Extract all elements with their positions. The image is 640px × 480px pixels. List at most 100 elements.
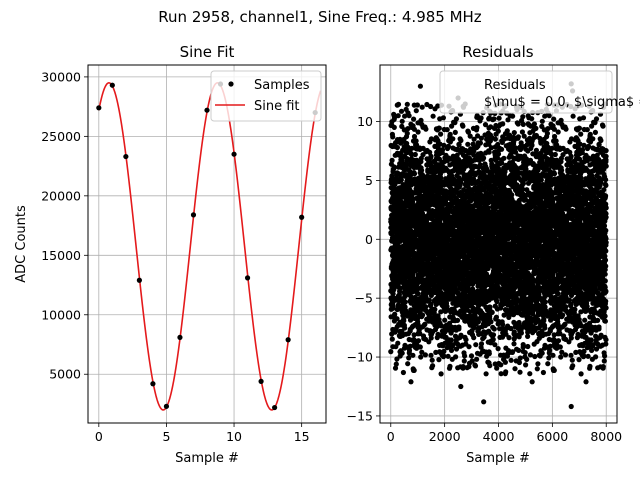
residual-point (437, 141, 443, 147)
residual-point (444, 127, 450, 133)
residual-point (415, 291, 421, 297)
residual-point (413, 138, 419, 144)
residual-point (440, 115, 446, 121)
residual-point (424, 290, 430, 296)
residual-point (516, 359, 523, 366)
residual-point (419, 349, 425, 355)
residual-point (478, 341, 485, 347)
residual-point (406, 113, 412, 119)
residual-point (395, 101, 402, 107)
residual-point (495, 151, 502, 157)
residual-point (458, 137, 464, 144)
residual-point (517, 369, 523, 375)
x-tick-label: 10 (226, 429, 242, 444)
residual-point (493, 314, 499, 320)
residual-point (404, 130, 410, 136)
y-tick-label: 30000 (41, 69, 81, 84)
x-tick-label: 5 (162, 429, 170, 444)
residual-point (460, 123, 466, 129)
residual-point (405, 361, 411, 367)
sample-point (163, 403, 170, 409)
residual-point (428, 103, 434, 110)
residual-point (392, 365, 399, 371)
residual-point (395, 340, 401, 346)
residual-point (406, 355, 412, 361)
residual-point (413, 142, 420, 148)
residual-point (414, 102, 420, 108)
residual-point (503, 369, 509, 375)
residual-point (506, 335, 512, 341)
residual-point (481, 155, 487, 161)
sample-point (272, 404, 278, 411)
legend-box-sine-fit (210, 70, 322, 122)
residual-point (428, 153, 434, 159)
residual-point (418, 117, 424, 123)
residual-point (411, 126, 417, 132)
residual-point (415, 321, 421, 328)
residual-point (486, 149, 492, 155)
residual-point (411, 133, 418, 140)
residual-point (498, 362, 504, 368)
residual-point (500, 121, 506, 127)
residual-point (420, 312, 426, 318)
sample-point (123, 153, 129, 160)
residual-point (441, 353, 447, 359)
residual-point (394, 144, 400, 151)
residual-point (402, 299, 408, 305)
sample-point (299, 214, 305, 220)
residual-point (399, 118, 405, 124)
residual-point (447, 131, 453, 137)
residual-point (518, 330, 525, 336)
residual-point (436, 357, 442, 363)
residual-point (410, 352, 416, 358)
residual-point (428, 292, 434, 298)
residual-point (495, 346, 501, 352)
sine-fit-line (98, 82, 322, 411)
residual-point (474, 356, 480, 362)
y-tick-label: 5000 (49, 367, 81, 382)
residual-point (417, 331, 423, 337)
residual-point (428, 301, 434, 307)
residual-point (516, 319, 522, 326)
residual-point (410, 196, 416, 202)
residual-point (428, 352, 434, 358)
residual-point (490, 332, 497, 338)
residual-point (392, 181, 398, 187)
residual-point (509, 192, 515, 198)
residual-point (411, 171, 418, 177)
residual-point (419, 104, 425, 110)
y-axis-title-sine-fit: ADC Counts (14, 205, 29, 283)
residual-point (397, 285, 403, 291)
residual-point (515, 134, 522, 140)
residual-point (407, 343, 414, 349)
residual-point (448, 337, 454, 343)
residual-point (513, 145, 519, 151)
residual-point (491, 326, 497, 332)
residual-point (458, 180, 464, 186)
residual-point (401, 318, 407, 324)
panel-title-residuals: Residuals (462, 43, 533, 61)
residual-point (404, 101, 410, 107)
sample-point (258, 378, 264, 384)
residual-point (442, 317, 448, 323)
residual-point (418, 354, 424, 360)
residual-point (496, 115, 502, 121)
y-tick-label: 25000 (41, 129, 81, 144)
sample-point (204, 107, 210, 113)
residual-point (517, 355, 523, 361)
residual-point (429, 357, 435, 363)
residual-point (466, 344, 472, 350)
residual-point (477, 140, 483, 146)
residual-point (445, 353, 451, 359)
residual-point (408, 294, 414, 300)
residual-point (473, 342, 479, 348)
x-tick-label: 15 (294, 429, 310, 444)
sample-point (177, 334, 183, 340)
legend-label-samples: Samples (254, 78, 310, 93)
residual-point (400, 369, 406, 376)
residual-point (413, 108, 419, 114)
residual-point (488, 319, 494, 325)
residual-point (389, 336, 395, 342)
sample-point (231, 151, 237, 157)
